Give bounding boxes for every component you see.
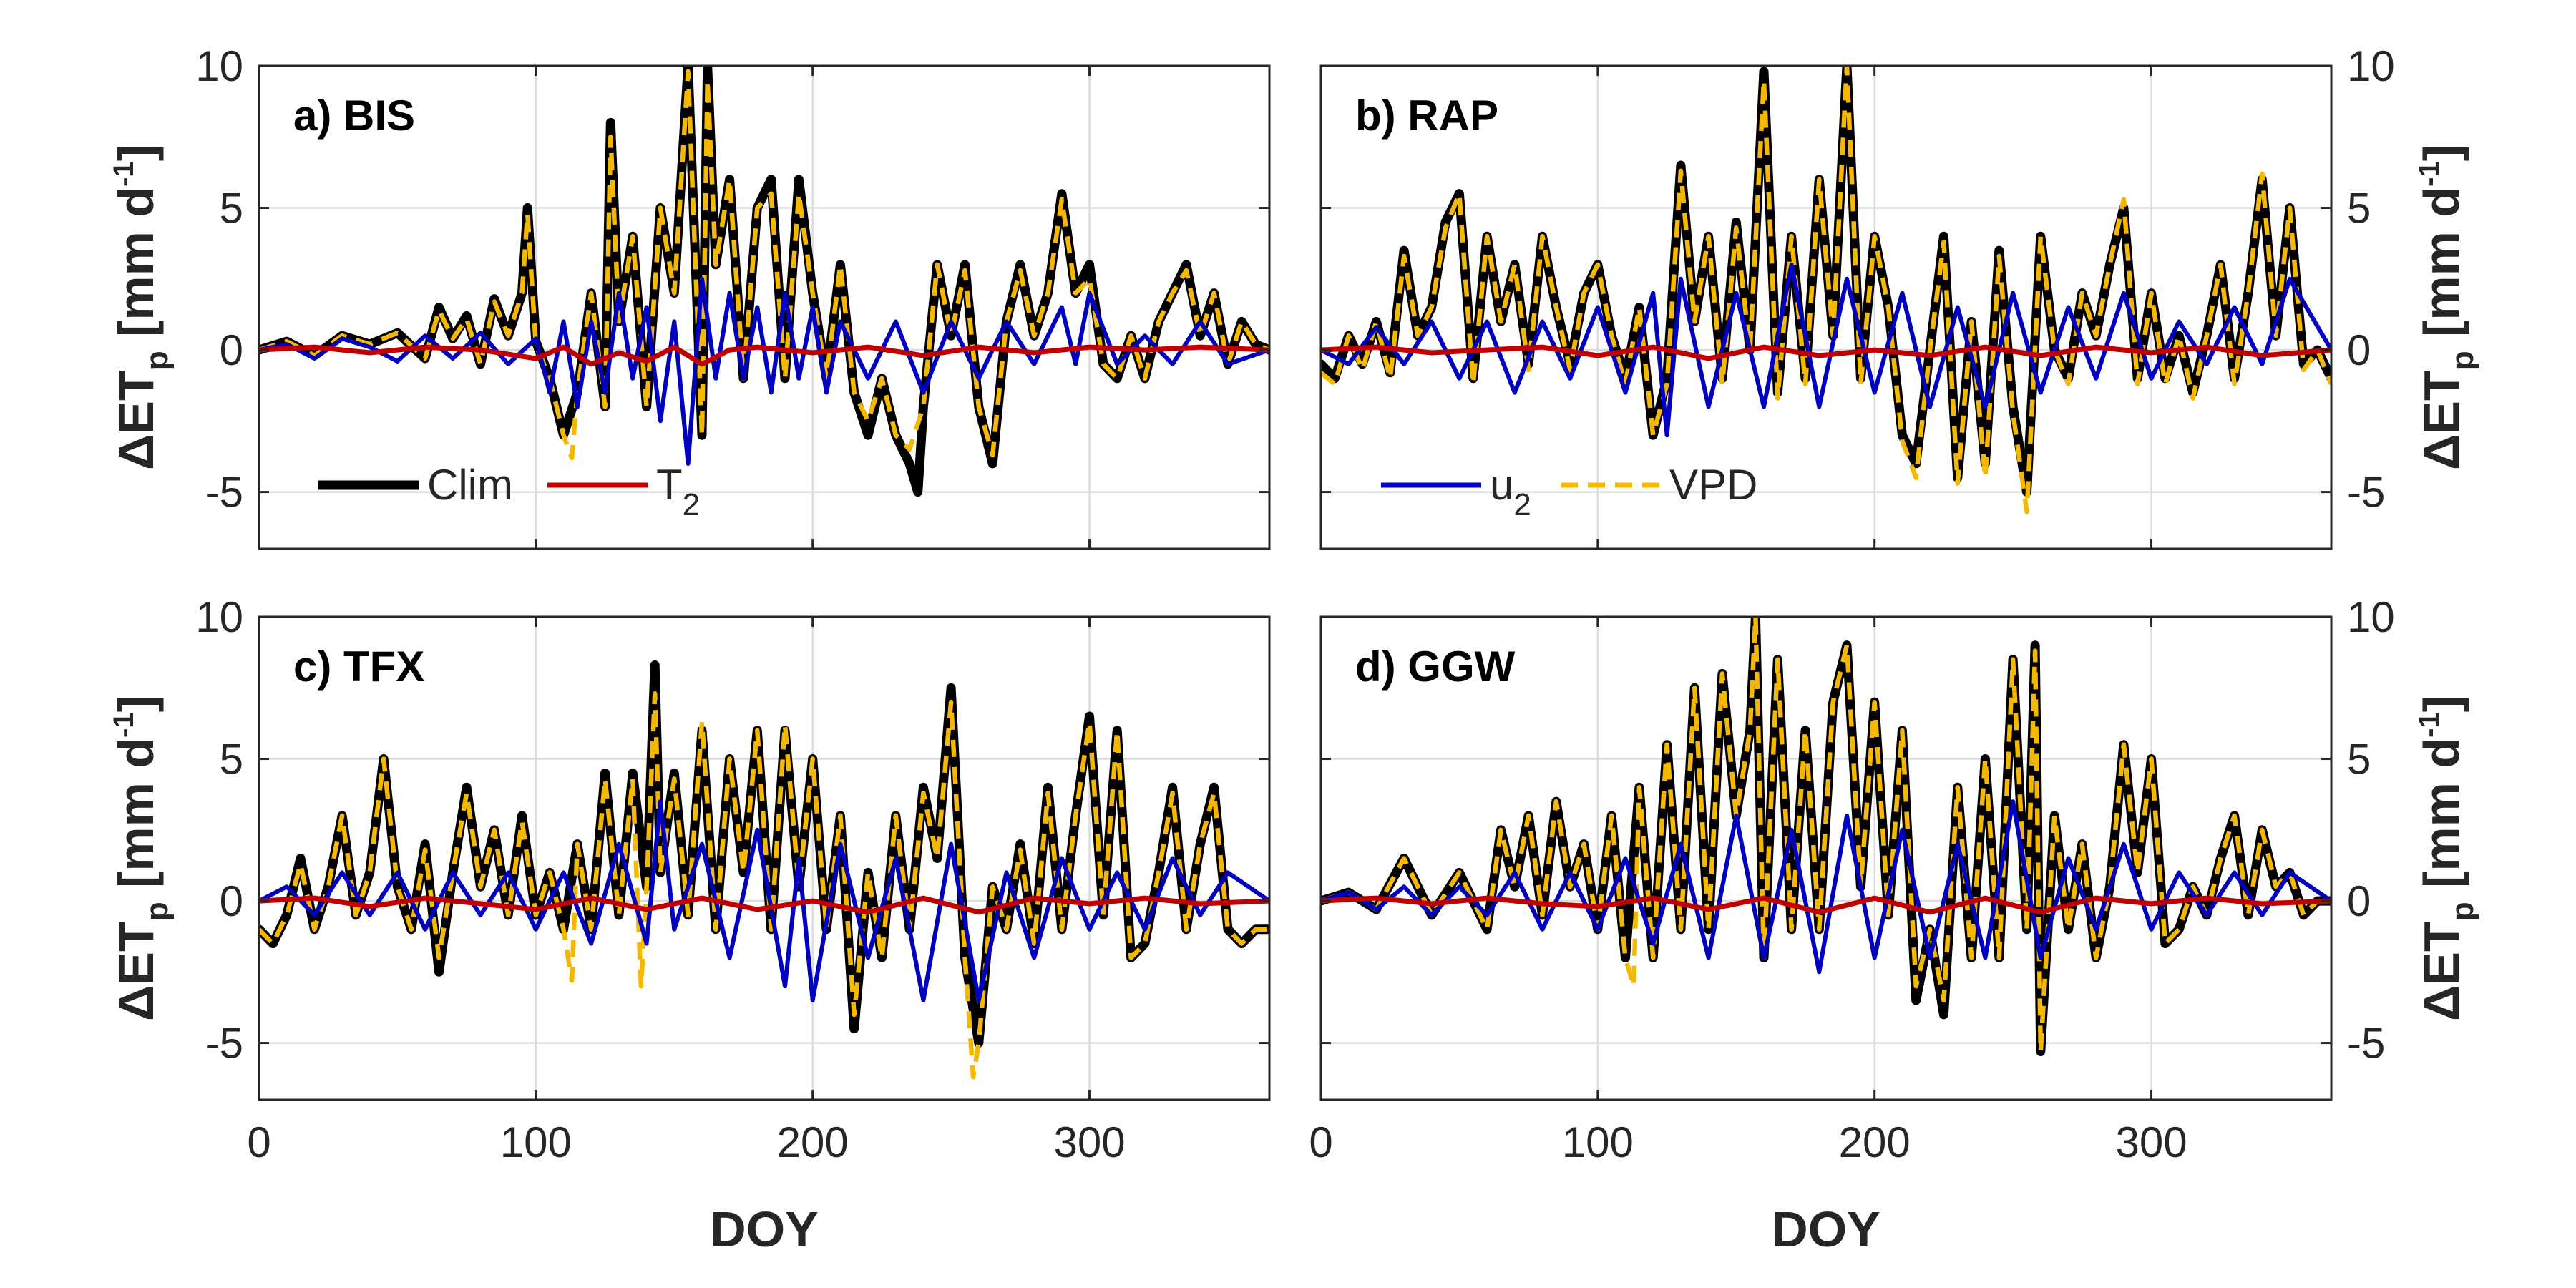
- y-tick-label: 0: [220, 326, 243, 374]
- x-axis-title: DOY: [710, 1201, 819, 1257]
- legend-1: Clim T2: [318, 461, 700, 522]
- y-tick-label: 10: [195, 42, 243, 90]
- panel-label: c) TFX: [293, 643, 424, 691]
- legend-item-clim: Clim: [318, 461, 513, 509]
- plot-area: [259, 66, 1269, 549]
- y-tick-label: -5: [205, 1020, 243, 1068]
- panel-3: 0 100 200 300 -5 0 5 10 c) TFX ΔETp [mm d-1] DOY: [108, 593, 1271, 1257]
- x-tick-label: 200: [777, 1118, 849, 1166]
- y-tick-label: -5: [205, 469, 243, 517]
- series-group: [1321, 617, 2331, 1056]
- panel-2: -5 0 5 10 b) RAP ΔETp [mm d-1]: [1319, 42, 2480, 550]
- y-tick-label: 0: [220, 877, 243, 925]
- series-line-t2: [1321, 895, 2331, 915]
- panel-4: 0 100 200 300 -5 0 5 10 d) GGW ΔETp [mm d-1] DOY: [1309, 593, 2480, 1257]
- panel-label: a) BIS: [293, 92, 415, 140]
- legend-label: u2: [1490, 461, 1531, 522]
- y-tick-label: 10: [2347, 42, 2395, 90]
- axes-frame: [258, 615, 1271, 1101]
- x-tick-label: 100: [1562, 1118, 1634, 1166]
- series-group: [259, 660, 1269, 1080]
- axes-frame: [258, 64, 1271, 550]
- series-line-vpd: [259, 69, 1269, 461]
- legend-item-vpd: VPD: [1561, 461, 1757, 509]
- legend-label: T2: [656, 461, 700, 522]
- x-tick-label: 100: [500, 1118, 572, 1166]
- panel-1: -5 0 5 10 a) BIS ΔETp [mm d-1]: [108, 42, 1271, 550]
- y-axis-title: ΔETp [mm d-1]: [2414, 145, 2480, 470]
- x-tick-label: 0: [1309, 1118, 1332, 1166]
- axes-frame: [1319, 64, 2333, 550]
- y-tick-label: -5: [2347, 469, 2385, 517]
- y-tick-label: 0: [2347, 326, 2371, 374]
- legend-label: Clim: [427, 461, 513, 509]
- y-tick-label: 5: [220, 736, 243, 784]
- y-tick-label: 5: [2347, 185, 2371, 233]
- series-line-t2: [259, 895, 1269, 915]
- series-line-u2: [1321, 262, 2331, 438]
- y-tick-label: 10: [195, 593, 243, 641]
- y-tick-label: 5: [220, 185, 243, 233]
- series-line-u2: [259, 799, 1269, 1002]
- y-tick-label: 5: [2347, 736, 2371, 784]
- series-group: [1321, 66, 2331, 514]
- panel-label: d) GGW: [1355, 643, 1516, 691]
- legend-item-u2: u2: [1381, 461, 1531, 522]
- y-axis-title: ΔETp [mm d-1]: [108, 145, 175, 470]
- series-line-vpd: [259, 691, 1269, 1080]
- axes-frame: [1319, 615, 2333, 1101]
- x-tick-label: 200: [1839, 1118, 1911, 1166]
- x-tick-label: 300: [2115, 1118, 2187, 1166]
- y-tick-label: 10: [2347, 593, 2395, 641]
- series-line-t2: [259, 344, 1269, 367]
- y-axis-title: ΔETp [mm d-1]: [2414, 696, 2480, 1021]
- y-tick-label: 0: [2347, 877, 2371, 925]
- x-tick-label: 0: [247, 1118, 270, 1166]
- legend-label: VPD: [1669, 461, 1757, 509]
- legend-2: u2 VPD: [1381, 461, 1757, 522]
- series-line-t2: [1321, 344, 2331, 361]
- x-tick-label: 300: [1053, 1118, 1125, 1166]
- x-axis-title: DOY: [1772, 1201, 1880, 1257]
- series-line-vpd: [1321, 66, 2331, 514]
- y-axis-title: ΔETp [mm d-1]: [108, 696, 175, 1021]
- series-group: [259, 66, 1269, 497]
- y-tick-label: -5: [2347, 1020, 2385, 1068]
- legend-item-t2: T2: [547, 461, 700, 522]
- panel-label: b) RAP: [1355, 92, 1498, 140]
- series-line-u2: [1321, 799, 2331, 975]
- series-line-u2: [259, 276, 1269, 466]
